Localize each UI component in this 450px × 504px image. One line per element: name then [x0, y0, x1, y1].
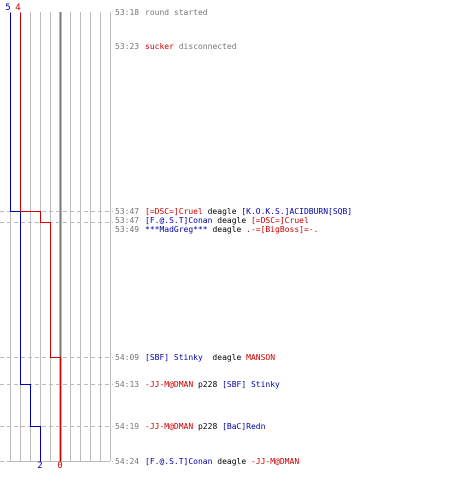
series-lines [10, 12, 61, 462]
event-row: 54:19 -JJ-M@DMAN p228 [BaC]Redn [115, 422, 266, 431]
red-end-count: 0 [57, 461, 62, 471]
event-time: 54:13 [115, 380, 139, 389]
event-text: -JJ-M@DMAN p228 [SBF] Stinky [145, 380, 280, 389]
count-labels: 5 4 2 0 [5, 3, 62, 471]
blue-player-name: [F.@.S.T]Conan [145, 457, 213, 466]
blue-player-name: [F.@.S.T]Conan [145, 216, 213, 225]
event-guide-lines [0, 211, 113, 462]
red-player-name: -JJ-M@DMAN [145, 380, 193, 389]
event-text: [F.@.S.T]Conan deagle [=DSC=]Cruel [145, 216, 309, 225]
event-text: sucker disconnected [145, 42, 237, 51]
event-row: 54:24 [F.@.S.T]Conan deagle -JJ-M@DMAN [115, 457, 299, 466]
red-player-name: .-=[BigBoss]=-. [246, 225, 318, 234]
red-player-name: -JJ-M@DMAN [145, 422, 193, 431]
event-row: 53:49 ***MadGreg*** deagle .-=[BigBoss]=-… [115, 225, 318, 234]
event-time: 54:19 [115, 422, 139, 431]
event-text: -JJ-M@DMAN p228 [BaC]Redn [145, 422, 266, 431]
weapon-label: deagle [203, 207, 242, 216]
red-player-name: -JJ-M@DMAN [251, 457, 299, 466]
event-text: [=DSC=]Cruel deagle [K.O.K.S.]ACIDBURN[S… [145, 207, 352, 216]
blue-player-name: [SBF] Stinky [145, 353, 203, 362]
blue-player-name: [BaC]Redn [222, 422, 266, 431]
event-time: 53:49 [115, 225, 139, 234]
blue-start-count: 5 [5, 3, 10, 13]
red-team-line [20, 12, 61, 462]
event-time: 53:23 [115, 42, 139, 51]
blue-player-name: [K.O.K.S.]ACIDBURN[SQB] [241, 207, 352, 216]
red-player-name: sucker [145, 42, 174, 51]
event-time: 53:47 [115, 216, 139, 225]
event-row: 54:13 -JJ-M@DMAN p228 [SBF] Stinky [115, 380, 280, 389]
blue-player-name: ***MadGreg*** [145, 225, 208, 234]
event-text: [SBF] Stinky deagle MANSON [145, 353, 275, 362]
weapon-label: deagle [203, 353, 246, 362]
event-message: disconnected [174, 42, 237, 51]
weapon-label: p228 [193, 422, 222, 431]
event-time: 53:47 [115, 207, 139, 216]
event-message: round started [145, 8, 208, 17]
weapon-label: deagle [212, 457, 251, 466]
event-log: 53:18 round started 53:23 sucker disconnect… [115, 8, 352, 466]
event-time: 53:18 [115, 8, 139, 17]
blue-player-name: [SBF] Stinky [222, 380, 280, 389]
blue-team-line [10, 12, 41, 462]
blue-end-count: 2 [37, 461, 42, 471]
weapon-label: deagle [208, 225, 247, 234]
weapon-label: deagle [212, 216, 251, 225]
event-row: 53:23 sucker disconnected [115, 42, 237, 51]
event-time: 54:24 [115, 457, 139, 466]
event-row: 54:09 [SBF] Stinky deagle MANSON [115, 353, 275, 362]
red-player-name: [=DSC=]Cruel [251, 216, 309, 225]
red-player-name: [=DSC=]Cruel [145, 207, 203, 216]
event-text: ***MadGreg*** deagle .-=[BigBoss]=-. [145, 225, 318, 234]
event-text: [F.@.S.T]Conan deagle -JJ-M@DMAN [145, 457, 299, 466]
event-text: round started [145, 8, 208, 17]
event-row: 53:18 round started [115, 8, 208, 17]
weapon-label: p228 [193, 380, 222, 389]
event-row: 53:47 [=DSC=]Cruel deagle [K.O.K.S.]ACIDB… [115, 207, 352, 216]
event-row: 53:47 [F.@.S.T]Conan deagle [=DSC=]Cruel [115, 216, 309, 225]
red-start-count: 4 [15, 3, 20, 13]
event-time: 54:09 [115, 353, 139, 362]
red-player-name: MANSON [246, 353, 275, 362]
